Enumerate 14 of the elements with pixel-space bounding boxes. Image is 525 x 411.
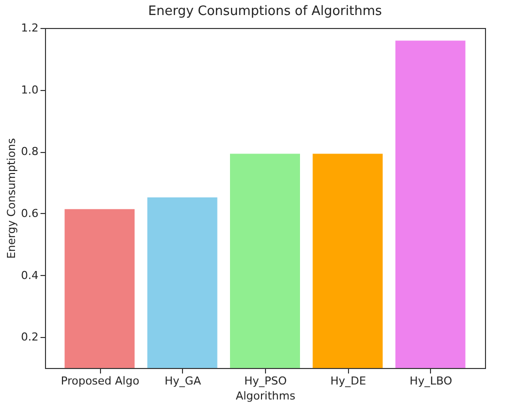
x-tick-label: Hy_PSO	[244, 374, 288, 388]
y-tick-label: 0.2	[21, 330, 38, 344]
y-tick-label: 1.2	[21, 22, 38, 34]
y-tick-label: 1.0	[21, 83, 38, 96]
x-axis-title: Algorithms	[236, 390, 296, 402]
y-tick-label: 0.8	[21, 145, 38, 158]
x-tick-label: Hy_DE	[330, 374, 366, 388]
y-axis-title: Energy Consumptions	[5, 138, 18, 259]
chart-title: Energy Consumptions of Algorithms	[148, 4, 382, 19]
x-tick-label: Proposed Algo	[60, 374, 140, 388]
y-tick-label: 0.4	[21, 268, 38, 282]
x-tick-label: Hy_GA	[164, 374, 202, 388]
x-tick-label: Hy_LBO	[410, 374, 452, 388]
y-tick-label: 0.6	[21, 206, 38, 220]
